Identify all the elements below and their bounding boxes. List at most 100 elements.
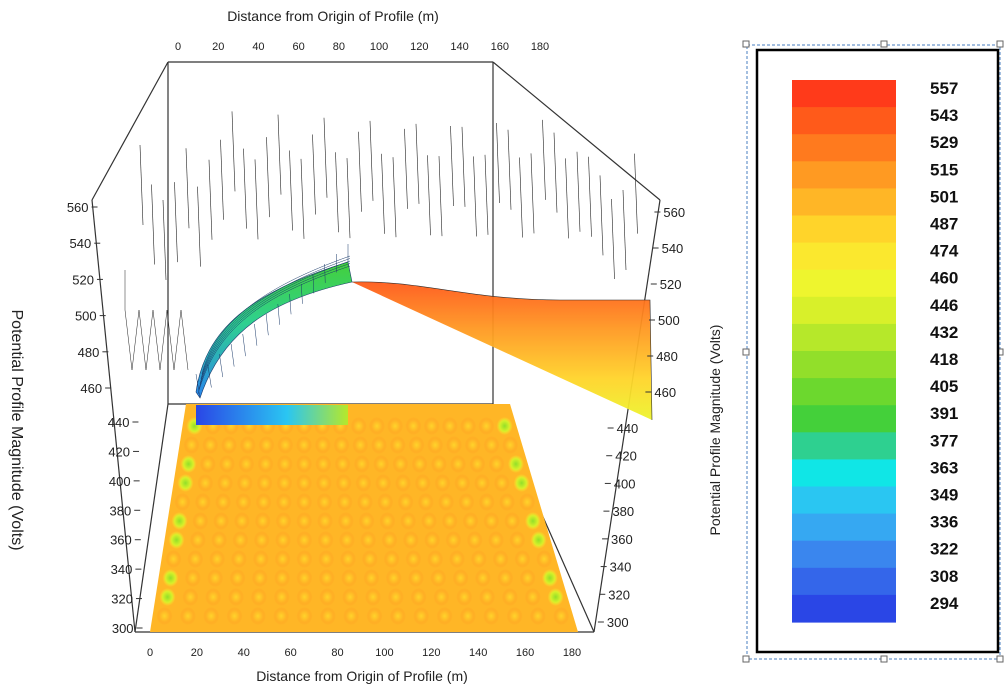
surface-ridge-line	[221, 140, 224, 220]
bottom-tick-label: 60	[285, 647, 297, 659]
floor-contour-blob	[463, 512, 479, 530]
floor-contour-blob	[296, 474, 312, 492]
left-ridge	[125, 270, 188, 370]
colorbar-swatch	[792, 107, 896, 135]
handle-br[interactable]	[997, 656, 1003, 662]
floor-contour-blob	[465, 436, 481, 454]
floor-contour-blob	[508, 455, 524, 473]
floor-contour-blob	[460, 417, 476, 435]
surface-ridge-line	[543, 120, 546, 200]
surface-ridge-line	[232, 111, 235, 191]
colorbar-swatch	[792, 351, 896, 379]
floor-contour-blob	[200, 455, 216, 473]
floor-contour-blob	[211, 531, 227, 549]
floor-contour-blob	[316, 474, 332, 492]
floor-contour-blob	[320, 607, 336, 625]
floor-contour-blob	[351, 417, 367, 435]
colorbar-label: 377	[930, 431, 958, 450]
floor-contour-blob	[483, 512, 499, 530]
floor-contour-blob	[231, 550, 247, 568]
floor-contour-blob	[169, 531, 185, 549]
floor-contour-blob	[175, 493, 191, 511]
left-tick-label: 380	[110, 503, 132, 518]
colorbar-label: 529	[930, 133, 958, 152]
bottom-axis-title: Distance from Origin of Profile (m)	[256, 668, 468, 684]
floor-contour-blob	[190, 531, 206, 549]
colorbar-label: 446	[930, 296, 958, 315]
floor-contour-blob	[442, 512, 458, 530]
left-tick-label: 400	[109, 474, 131, 489]
floor-contour-blob	[217, 474, 233, 492]
floor-contour-blob	[252, 569, 268, 587]
handle-bm[interactable]	[881, 656, 887, 662]
handle-ml[interactable]	[743, 349, 749, 355]
floor-contour-blob	[259, 436, 275, 454]
colorbar-label: 557	[930, 79, 958, 98]
bottom-tick-label: 100	[375, 647, 393, 659]
floor-contour-blob	[405, 550, 421, 568]
colorbar-swatch	[792, 243, 896, 271]
floor-contour-blob	[395, 474, 411, 492]
left-tick-label: 540	[70, 236, 92, 251]
floor-contour-blob	[514, 474, 530, 492]
right-tick-label: 320	[608, 587, 630, 602]
top-tick-label: 180	[531, 41, 549, 53]
floor-contour-blob	[335, 455, 351, 473]
surface-ridge-line	[566, 158, 569, 238]
floor-contour-blob	[257, 474, 273, 492]
floor-contour-blob	[178, 474, 194, 492]
handle-tr[interactable]	[997, 41, 1003, 47]
floor-contour-blob	[185, 569, 201, 587]
surface-ridge-line	[497, 123, 500, 203]
floor-contour-blob	[276, 493, 292, 511]
left-tick-label: 440	[108, 415, 130, 430]
floor-contour-blob	[197, 474, 213, 492]
surface-ridge-line	[163, 200, 166, 280]
floor-contour-blob	[237, 474, 253, 492]
colorbar-label: 349	[930, 486, 958, 505]
floor-contour-blob	[163, 569, 179, 587]
floor-contour-blob	[479, 493, 495, 511]
floor-contour-blob	[254, 531, 270, 549]
floor-contour-blob	[467, 531, 483, 549]
floor-contour-blob	[520, 569, 536, 587]
left-tick-label: 320	[111, 592, 133, 607]
floor-contour-blob	[386, 569, 402, 587]
floor-contour-blob	[430, 569, 446, 587]
floor-contour-blob	[390, 607, 406, 625]
floor-contour-blob	[205, 588, 221, 606]
surface-ridge-line	[370, 121, 373, 201]
floor-contour-blob	[355, 474, 371, 492]
floor-contour-blob	[493, 550, 509, 568]
floor-contour-blob	[317, 493, 333, 511]
right-tick-label: 360	[611, 532, 633, 547]
handle-bl[interactable]	[743, 656, 749, 662]
floor-contour-blob	[445, 531, 461, 549]
colorbar-label: 432	[930, 323, 958, 342]
colorbar-swatch	[792, 459, 896, 487]
floor-contour-blob	[377, 493, 393, 511]
surface-ridge-line	[439, 156, 442, 236]
floor-contour-blob	[392, 455, 408, 473]
colorbar-label: 308	[930, 567, 958, 586]
floor-contour-blob	[497, 417, 513, 435]
bottom-tick-label: 0	[147, 647, 153, 659]
floor-contour-blob	[525, 512, 541, 530]
colorbar-label: 336	[930, 513, 958, 532]
top-tick-label: 60	[293, 41, 305, 53]
floor-contour-blob	[277, 455, 293, 473]
floor-contour-blob	[421, 512, 437, 530]
floor-contour-blob	[297, 607, 313, 625]
floor-contour-blob	[276, 474, 292, 492]
floor-contour-blob	[454, 474, 470, 492]
floor-contour-blob	[371, 436, 387, 454]
bottom-tick-label: 120	[422, 647, 440, 659]
handle-tl[interactable]	[743, 41, 749, 47]
floor-contour-blob	[408, 569, 424, 587]
floor-contour-blob	[502, 588, 518, 606]
floor-contour-blob	[275, 550, 291, 568]
surface-ridge-line	[416, 124, 419, 204]
right-tick-label: 300	[607, 615, 629, 630]
handle-tm[interactable]	[881, 41, 887, 47]
floor-contour-blob	[450, 455, 466, 473]
